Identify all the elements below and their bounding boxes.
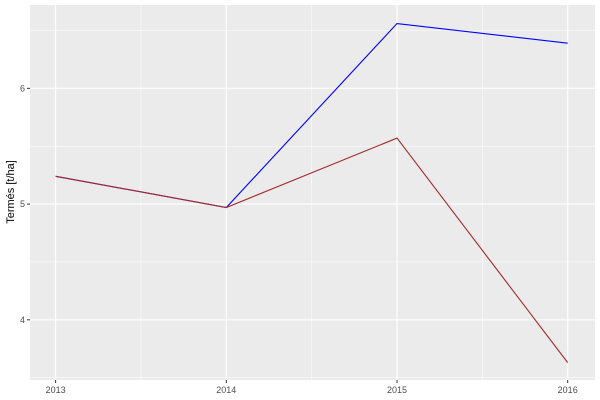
series-line-1 <box>55 137 569 363</box>
x-tick-label: 2015 <box>387 385 407 395</box>
y-tick-label: 6 <box>20 83 25 93</box>
y-tick-label: 4 <box>20 315 25 325</box>
panel-background <box>30 5 595 380</box>
x-tick-label: 2013 <box>46 385 66 395</box>
x-tick-label: 2016 <box>558 385 578 395</box>
x-tick-label: 2014 <box>216 385 236 395</box>
y-axis-label: Termés [t/ha] <box>5 160 17 224</box>
y-tick-label: 5 <box>20 199 25 209</box>
